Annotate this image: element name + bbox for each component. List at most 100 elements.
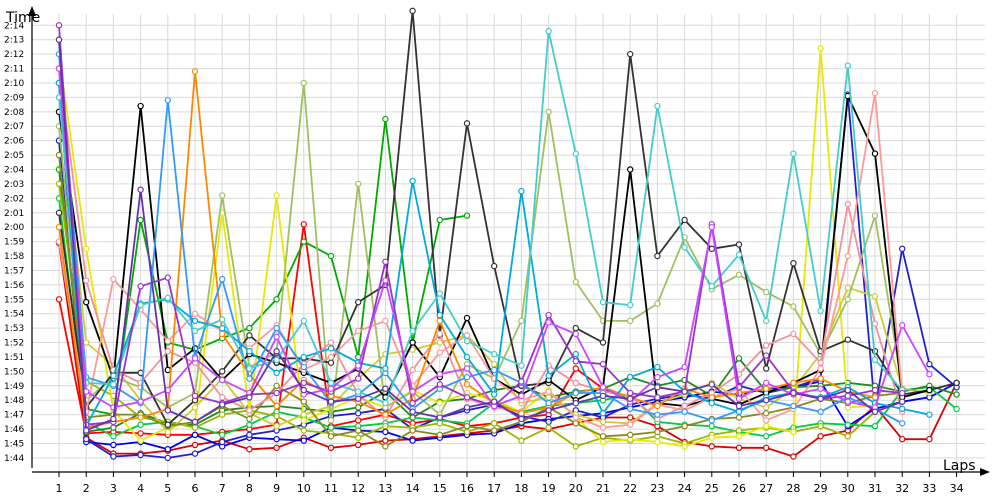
data-point [681, 443, 688, 450]
y-tick-label: 1:53 [4, 324, 24, 334]
data-point [899, 389, 906, 397]
data-point [763, 352, 770, 359]
x-tick-label: 24 [678, 482, 692, 495]
data-point [572, 358, 580, 365]
y-tick-label: 1:57 [4, 266, 24, 276]
data-point [218, 330, 226, 338]
data-point [300, 379, 307, 387]
data-point [463, 314, 471, 322]
data-point [355, 441, 362, 449]
data-point [137, 398, 144, 405]
data-point [763, 404, 770, 411]
data-point [246, 347, 253, 355]
data-point [545, 424, 552, 431]
x-tick-label: 31 [868, 482, 882, 495]
data-point [926, 411, 933, 418]
data-point [300, 398, 307, 405]
data-point [763, 422, 770, 430]
data-point [300, 427, 307, 434]
data-point [355, 404, 362, 411]
data-point [137, 451, 144, 459]
data-point [871, 320, 879, 327]
data-point [355, 395, 362, 402]
y-tick-label: 2:12 [4, 50, 24, 60]
x-tick-label: 6 [192, 482, 199, 495]
data-point [763, 317, 770, 325]
x-tick-label: 4 [137, 482, 144, 495]
series-group [55, 7, 960, 462]
data-point [300, 437, 307, 444]
data-point [463, 404, 471, 411]
x-tick-labels: 1 2 3 4 5 6 7 8 9 10 11 12 13 14 15 16 17 18 19 20 21 22 23 24 2… [56, 472, 964, 495]
data-point [926, 371, 933, 378]
data-point [735, 271, 743, 278]
data-point [273, 435, 280, 443]
data-point [572, 399, 580, 407]
data-point [790, 389, 797, 397]
data-point [627, 317, 634, 325]
y-tick-label: 1:58 [4, 252, 24, 262]
data-point [572, 379, 580, 387]
data-point [110, 275, 117, 283]
data-point [844, 200, 852, 208]
data-point [436, 330, 443, 338]
data-point [327, 379, 335, 387]
data-point [82, 339, 90, 346]
data-point [218, 411, 226, 418]
data-point [790, 150, 797, 157]
data-point [191, 418, 199, 426]
data-point [82, 298, 90, 306]
data-point [218, 438, 226, 446]
data-point [82, 277, 90, 284]
data-point [218, 376, 226, 384]
data-point [137, 437, 144, 444]
data-point [817, 359, 824, 366]
y-tick-label: 2:06 [4, 137, 24, 147]
data-point [708, 422, 716, 430]
series-line [58, 25, 903, 426]
data-point [790, 428, 797, 436]
data-point [110, 441, 117, 449]
axes: Time Laps [5, 6, 990, 476]
data-point [790, 379, 797, 387]
data-point [110, 453, 117, 460]
y-tick-label: 2:11 [4, 65, 24, 75]
y-tick-label: 2:14 [4, 21, 24, 31]
data-point [599, 410, 607, 417]
series-23 [55, 36, 906, 434]
data-point [545, 407, 552, 414]
y-tick-label: 2:01 [4, 209, 24, 219]
data-point [191, 317, 199, 325]
x-tick-label: 13 [378, 482, 392, 495]
y-tick-label: 1:52 [4, 339, 24, 349]
data-point [926, 386, 933, 394]
data-point [491, 427, 498, 434]
data-point [735, 433, 743, 440]
data-point [273, 356, 280, 364]
data-point [681, 388, 688, 395]
data-point [844, 252, 852, 260]
data-point [871, 386, 879, 394]
data-point [627, 373, 634, 381]
data-point [708, 443, 716, 450]
data-point [164, 407, 171, 414]
data-point [844, 398, 852, 405]
x-tick-label: 29 [814, 482, 828, 495]
y-axis-title: Time [5, 10, 40, 26]
data-point [763, 288, 770, 296]
x-tick-label: 21 [596, 482, 610, 495]
data-point [409, 339, 416, 346]
data-point [763, 397, 770, 404]
data-point [110, 433, 117, 440]
data-point [246, 415, 253, 423]
y-tick-labels: 1:44 1:45 1:46 1:47 1:48 1:49 1:50 1:51 1:52 1:53… [4, 21, 24, 464]
data-point [627, 405, 634, 413]
x-tick-label: 25 [705, 482, 719, 495]
x-tick-label: 17 [487, 482, 501, 495]
data-point [572, 365, 580, 372]
x-tick-label: 20 [569, 482, 583, 495]
data-point [763, 365, 770, 372]
data-point [817, 433, 824, 440]
x-tick-label: 28 [786, 482, 800, 495]
